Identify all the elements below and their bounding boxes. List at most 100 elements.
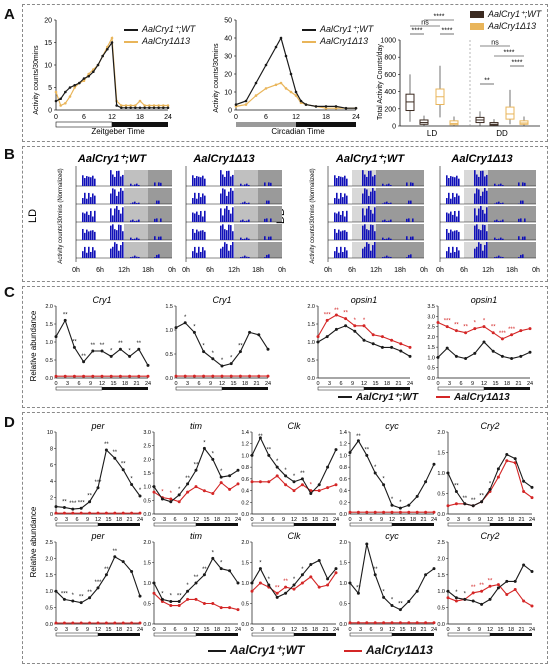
d1-4-point-mut: [424, 510, 428, 514]
b-xtick-label: 0h: [532, 267, 540, 274]
b-activity-bar: [368, 206, 370, 222]
b-activity-bar: [500, 237, 502, 240]
d1-2-xtick-label: 0: [152, 517, 155, 523]
d1-1-point-mut: [79, 511, 83, 515]
c3-star: **: [343, 311, 348, 317]
d2-4-point-wt: [424, 573, 428, 577]
b-activity-bar: [410, 254, 412, 258]
b-activity-bar: [484, 225, 486, 240]
d1-5-point-mut: [522, 489, 526, 493]
d1-4-point-wt: [356, 439, 360, 443]
b-activity-bar: [248, 202, 250, 204]
d2-4-xtick-label: 0: [348, 627, 351, 633]
b-activity-bar: [366, 229, 368, 240]
b-activity-bar: [194, 213, 196, 222]
a3-sig-label: ****: [434, 14, 445, 21]
b-activity-bar: [454, 251, 456, 258]
d2-4-point-wt: [415, 589, 419, 593]
b-activity-bar: [366, 208, 368, 222]
b-activity-bar: [222, 246, 224, 258]
d2-3-point-wt: [267, 583, 271, 587]
b-activity-bar: [246, 183, 248, 186]
c2-point-mut: [257, 374, 261, 378]
b-activity-bar: [458, 231, 460, 240]
d1-5-point-mut: [454, 502, 458, 506]
b-activity-bar: [520, 200, 522, 204]
b-activity-bar: [232, 190, 234, 204]
a2-ytick-label: 30: [224, 54, 232, 61]
b-activity-bar: [384, 219, 386, 222]
b-activity-bar: [200, 177, 202, 186]
a1-ylabel: Activity counts/30mins: [33, 45, 40, 115]
b-activity-bar: [132, 256, 134, 258]
b-activity-bar: [454, 230, 456, 240]
c1-point-wt: [82, 360, 86, 364]
d2-2-point-mut: [169, 604, 173, 608]
a1-point: [120, 106, 123, 110]
b-xtick-label: 18h: [142, 267, 154, 274]
b-dark-shading-2: [258, 170, 282, 186]
a1-point: [166, 106, 170, 110]
b-activity-bar: [480, 230, 482, 240]
b-activity-bar: [116, 170, 118, 186]
b-activity-bar: [90, 230, 92, 240]
b-activity-bar: [482, 170, 484, 186]
a1-point: [143, 104, 146, 107]
c4-ytick-label: 2.0: [427, 335, 435, 341]
d2-2-point-wt: [169, 599, 173, 603]
d1-2-point-mut: [202, 489, 206, 493]
d2-2-point-wt: [152, 581, 156, 585]
b-activity-bar: [138, 185, 140, 186]
d1-5-ytick-label: 1.5: [437, 451, 445, 457]
c3-point-wt: [353, 329, 357, 333]
d1-2-point-wt: [228, 474, 232, 478]
a1-point: [129, 104, 132, 107]
b-activity-bar: [220, 193, 222, 204]
d2-1-ytick-label: 1.5: [45, 573, 53, 579]
d2-1-ytick-label: 0.0: [45, 622, 53, 628]
b-activity-bar: [264, 218, 266, 222]
d2-4-ytick-label: 0.0: [339, 622, 347, 628]
d1-4-ytick-label: 0.6: [339, 477, 347, 483]
c1-star: *: [110, 348, 113, 354]
b-activity-bar: [346, 210, 348, 222]
d1-1-xtick-label: 21: [126, 517, 132, 523]
b-activity-bar: [486, 190, 488, 204]
b-xtick-label: 18h: [252, 267, 264, 274]
b-activity-bar: [84, 192, 86, 204]
d2-5-light-bar: [447, 632, 491, 637]
a1-legend-wt: AalCry1⁺;WT: [124, 24, 195, 35]
c4-star: **: [491, 325, 496, 331]
d2-4-point-wt: [432, 567, 436, 571]
b-activity-bar: [478, 229, 480, 240]
d1-3-star: **: [258, 434, 263, 440]
b-activity-bar: [86, 176, 88, 186]
d2-1-point-mut: [62, 621, 66, 625]
a2-point: [254, 94, 258, 97]
c2-point-mut: [266, 374, 270, 378]
b-title-2: AalCry1Δ13: [192, 153, 254, 165]
d2-4-xtick-label: 12: [389, 627, 395, 633]
a1-xtick-label: 24: [164, 114, 172, 121]
b-activity-bar: [482, 209, 484, 222]
c3-point-wt: [380, 345, 384, 349]
d2-3-point-wt: [250, 581, 254, 585]
a2-legend-mut-label: AalCry1Δ13: [320, 36, 369, 46]
d1-4-point-mut: [382, 510, 386, 514]
c-legend-wt-label: AalCry1⁺;WT: [356, 392, 418, 403]
b-activity-bar: [364, 246, 366, 258]
d1-2-point-mut: [169, 497, 173, 501]
d1-1-star: **: [87, 494, 92, 500]
b-activity-bar: [388, 256, 390, 258]
d2-2-point-mut: [236, 608, 240, 612]
b-activity-bar: [240, 183, 242, 186]
b-activity-bar: [134, 221, 136, 222]
b-activity-bar: [412, 182, 414, 186]
a1-point: [124, 104, 128, 107]
b-activity-bar: [200, 230, 202, 240]
c1-point-mut: [118, 374, 122, 378]
b-activity-bar: [244, 201, 246, 204]
a1-point: [152, 104, 156, 107]
c2-title: Cry1: [212, 295, 231, 305]
d1-3-point-mut: [258, 480, 262, 484]
